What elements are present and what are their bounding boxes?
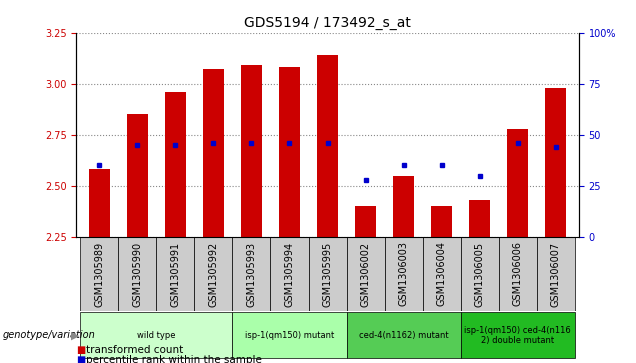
FancyBboxPatch shape	[385, 237, 423, 311]
Text: genotype/variation: genotype/variation	[3, 330, 96, 340]
Bar	[317, 55, 338, 237]
Text: wild type: wild type	[137, 331, 176, 340]
Text: GSM1306006: GSM1306006	[513, 241, 523, 306]
FancyBboxPatch shape	[423, 237, 460, 311]
Text: GSM1305993: GSM1305993	[246, 241, 256, 306]
Text: ced-4(n1162) mutant: ced-4(n1162) mutant	[359, 331, 448, 340]
Bar	[546, 88, 567, 237]
Bar	[431, 206, 452, 237]
FancyBboxPatch shape	[460, 237, 499, 311]
Bar	[469, 200, 490, 237]
Text: GSM1306004: GSM1306004	[437, 241, 446, 306]
Text: transformed count: transformed count	[86, 345, 183, 355]
Text: ■: ■	[76, 355, 86, 363]
Text: ■: ■	[76, 345, 86, 355]
Bar	[165, 92, 186, 237]
FancyBboxPatch shape	[80, 312, 232, 358]
FancyBboxPatch shape	[460, 312, 575, 358]
Text: ▶: ▶	[71, 330, 80, 340]
Bar	[203, 69, 224, 237]
Text: GSM1305992: GSM1305992	[209, 241, 218, 307]
FancyBboxPatch shape	[195, 237, 232, 311]
Text: GSM1305991: GSM1305991	[170, 241, 180, 306]
Text: GSM1306005: GSM1306005	[475, 241, 485, 306]
Bar	[355, 206, 376, 237]
Text: GSM1305989: GSM1305989	[94, 241, 104, 306]
Bar	[393, 176, 414, 237]
Text: GSM1305995: GSM1305995	[322, 241, 333, 307]
FancyBboxPatch shape	[308, 237, 347, 311]
Text: percentile rank within the sample: percentile rank within the sample	[86, 355, 262, 363]
FancyBboxPatch shape	[232, 237, 270, 311]
Bar	[88, 170, 109, 237]
Text: GSM1306003: GSM1306003	[399, 241, 409, 306]
Text: GSM1306002: GSM1306002	[361, 241, 371, 306]
FancyBboxPatch shape	[537, 237, 575, 311]
FancyBboxPatch shape	[347, 312, 460, 358]
FancyBboxPatch shape	[270, 237, 308, 311]
Text: GSM1305994: GSM1305994	[284, 241, 294, 306]
Title: GDS5194 / 173492_s_at: GDS5194 / 173492_s_at	[244, 16, 411, 30]
FancyBboxPatch shape	[80, 237, 118, 311]
FancyBboxPatch shape	[232, 312, 347, 358]
FancyBboxPatch shape	[499, 237, 537, 311]
FancyBboxPatch shape	[347, 237, 385, 311]
FancyBboxPatch shape	[118, 237, 156, 311]
Text: GSM1306007: GSM1306007	[551, 241, 561, 306]
Bar	[241, 65, 262, 237]
Bar	[279, 68, 300, 237]
Text: GSM1305990: GSM1305990	[132, 241, 142, 306]
Bar	[127, 114, 148, 237]
FancyBboxPatch shape	[156, 237, 195, 311]
Text: isp-1(qm150) mutant: isp-1(qm150) mutant	[245, 331, 334, 340]
Text: isp-1(qm150) ced-4(n116
2) double mutant: isp-1(qm150) ced-4(n116 2) double mutant	[464, 326, 571, 345]
Bar	[508, 129, 529, 237]
